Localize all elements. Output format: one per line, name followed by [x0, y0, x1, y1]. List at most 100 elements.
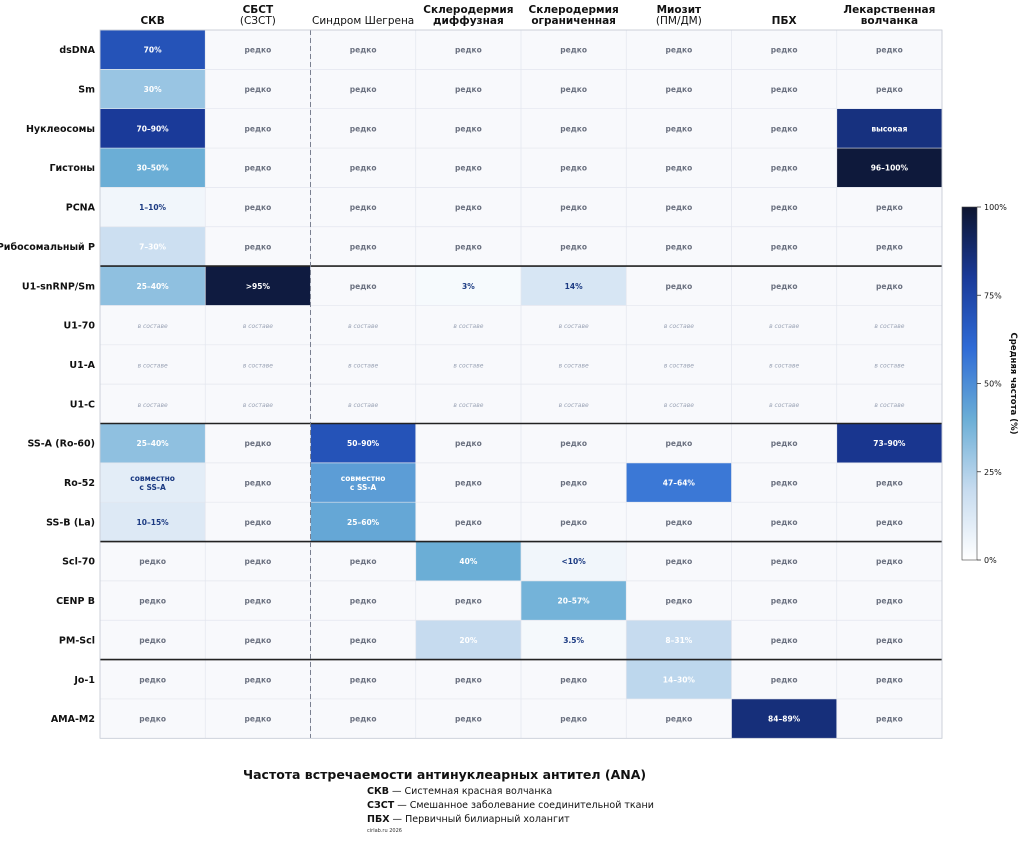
legend-entry: ПБХ — Первичный билиарный холангит [367, 814, 570, 825]
cell-label: в составе [453, 362, 483, 369]
cell-label: редко [350, 557, 377, 566]
cell-label: редко [665, 557, 692, 566]
cell-label: редко [876, 479, 903, 488]
cell-label: редко [350, 46, 377, 55]
cell-label: редко [455, 715, 482, 724]
cell-label: редко [139, 597, 166, 606]
cell-label: редко [139, 557, 166, 566]
cell-label: 3% [462, 282, 475, 291]
cell-label: редко [560, 242, 587, 251]
cell-label: в составе [138, 362, 168, 369]
cell-label: 25–60% [347, 518, 380, 527]
cell-label: редко [771, 203, 798, 212]
cell-label: редко [771, 597, 798, 606]
cell-label: редко [771, 675, 798, 684]
row-label: U1-C [70, 399, 95, 410]
cell-label: редко [455, 242, 482, 251]
row-label: CENP B [56, 596, 95, 607]
row-label: AMA-M2 [51, 714, 95, 725]
cell-label: редко [665, 715, 692, 724]
cell-label: в составе [664, 323, 694, 330]
cell-label: редко [455, 124, 482, 133]
cell-label: совместно [341, 474, 386, 483]
cell-label: редко [771, 557, 798, 566]
row-label: Scl-70 [62, 557, 95, 568]
cell-label: редко [560, 85, 587, 94]
row-label: Нуклеосомы [26, 124, 95, 135]
cell-label: редко [665, 85, 692, 94]
cell-label: в составе [453, 323, 483, 330]
cell-label: редко [455, 479, 482, 488]
cell-label: редко [455, 439, 482, 448]
cell-label: в составе [664, 362, 694, 369]
cell-label: редко [876, 46, 903, 55]
colorbar [961, 206, 978, 561]
cell-label: редко [244, 85, 271, 94]
cell-label: 25–40% [137, 439, 170, 448]
cell-label: 70% [144, 46, 162, 55]
column-header: ограниченная [531, 15, 616, 27]
cell-label: редко [560, 479, 587, 488]
cell-label: 8–31% [665, 636, 692, 645]
heatmap-cell [100, 30, 206, 70]
cell-label: редко [665, 597, 692, 606]
cell-label: редко [771, 518, 798, 527]
heatmap-cell [205, 266, 311, 306]
cell-label: редко [455, 518, 482, 527]
row-label: PCNA [66, 203, 96, 214]
cell-label: редко [771, 636, 798, 645]
row-label: PM-Scl [59, 635, 95, 646]
cell-label: редко [455, 597, 482, 606]
cell-label: в составе [769, 362, 799, 369]
plot-frame [99, 29, 943, 739]
cell-label: в составе [874, 402, 904, 409]
heatmap-cell [100, 462, 206, 503]
row-label: U1-A [69, 360, 95, 371]
cell-label: редко [139, 675, 166, 684]
row-label: Гистоны [49, 163, 95, 174]
cell-label: в составе [874, 323, 904, 330]
cell-label: 70–90% [137, 124, 170, 133]
cell-label: редко [876, 85, 903, 94]
cell-label: редко [665, 46, 692, 55]
heatmap-cell [836, 423, 942, 463]
cell-label: совместно [130, 474, 175, 483]
cell-label: редко [771, 164, 798, 173]
cell-label: 10–15% [137, 518, 170, 527]
cell-label: 73–90% [873, 439, 906, 448]
heatmap-cell [310, 462, 416, 503]
cell-label: с SS-A [350, 483, 377, 492]
cell-label: 40% [459, 557, 477, 566]
heatmap-cell [310, 423, 416, 463]
cell-label: редко [876, 597, 903, 606]
cell-label: редко [244, 46, 271, 55]
heatmap-cell [100, 423, 206, 463]
cell-label: редко [244, 636, 271, 645]
cell-label: редко [771, 439, 798, 448]
column-header: Склеродермия [529, 4, 619, 16]
cell-label: редко [244, 675, 271, 684]
cell-label: в составе [348, 402, 378, 409]
row-label: Sm [78, 85, 95, 96]
cell-label: редко [876, 715, 903, 724]
cell-label: редко [771, 46, 798, 55]
cell-label: в составе [769, 402, 799, 409]
cell-label: редко [560, 715, 587, 724]
cell-label: редко [771, 479, 798, 488]
cell-label: 3.5% [563, 636, 584, 645]
cell-label: редко [350, 715, 377, 724]
cell-label: редко [455, 46, 482, 55]
cell-label: редко [665, 282, 692, 291]
cell-label: редко [665, 242, 692, 251]
cell-label: в составе [243, 362, 273, 369]
cell-label: редко [560, 164, 587, 173]
cell-label: редко [244, 439, 271, 448]
cell-label: 47–64% [663, 479, 696, 488]
ana-heatmap-chart: СКВ СБСТ(СЗСТ) Синдром Шегрена Склеродермия… [0, 4, 1018, 739]
heatmap-cell [100, 502, 206, 542]
cell-label: редко [244, 715, 271, 724]
cell-label: редко [350, 282, 377, 291]
cell-label: редко [665, 518, 692, 527]
cell-label: редко [560, 439, 587, 448]
cell-label: высокая [871, 124, 907, 133]
